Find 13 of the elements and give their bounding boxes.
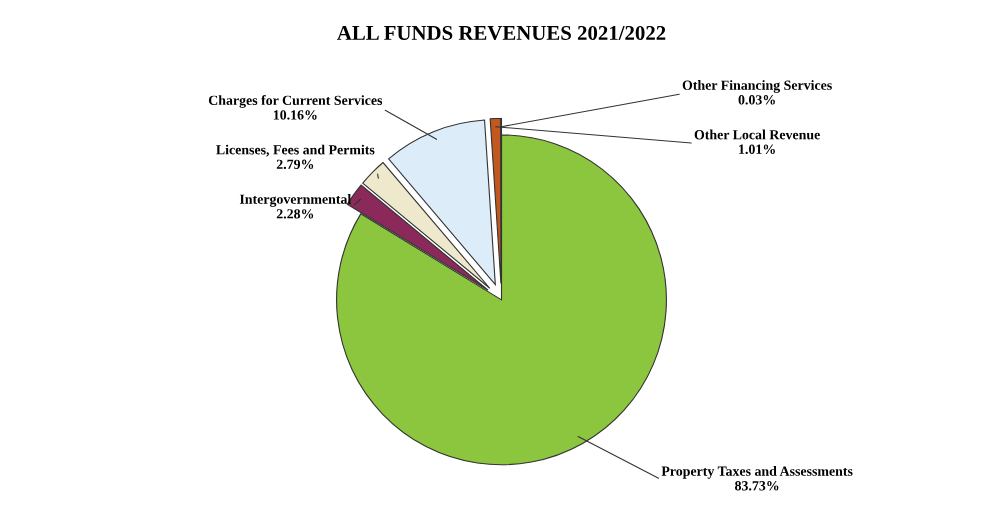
slice-label: Other Financing Services (682, 80, 832, 93)
slice-label: Other Local Revenue (694, 129, 820, 140)
slice-label: Licenses, Fees and Permits (216, 144, 375, 157)
data-label: 2.79% (276, 159, 314, 170)
slice-label: Charges for Current Services (208, 95, 383, 108)
data-label: 10.16% (273, 110, 317, 120)
slice-label: Property Taxes and Assessments (661, 466, 853, 479)
data-label: 1.01% (739, 144, 775, 154)
chart-title: ALL FUNDS REVENUES 2021/2022 (337, 25, 666, 41)
data-label: 2.28% (276, 209, 314, 219)
data-label: 0.03% (738, 95, 775, 105)
slice-label: Intergovernmental (239, 194, 352, 207)
data-label: 83.73% (735, 481, 779, 491)
